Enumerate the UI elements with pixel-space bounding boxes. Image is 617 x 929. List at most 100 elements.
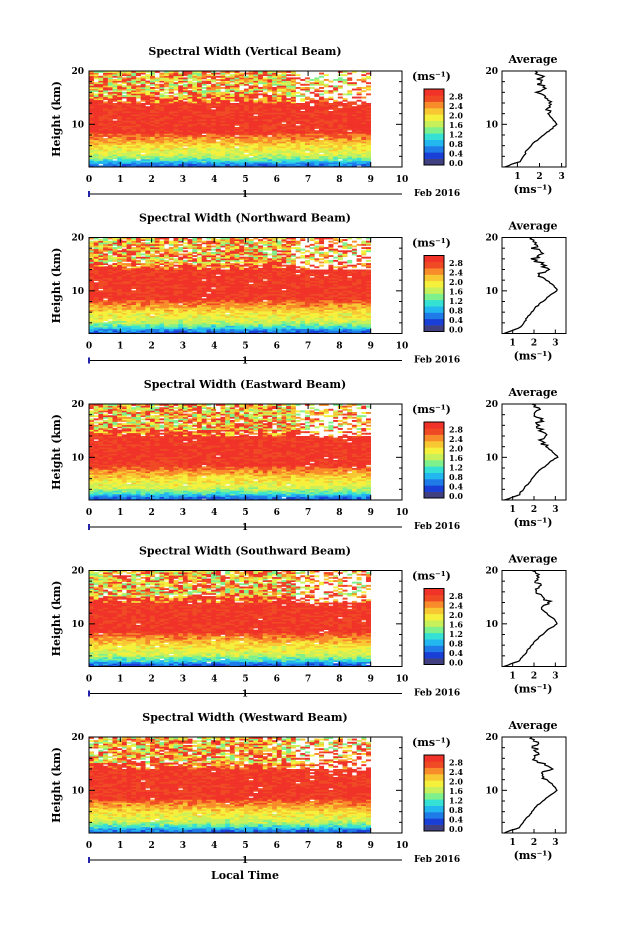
heatmap-cell xyxy=(281,107,287,110)
heatmap-cell xyxy=(98,125,104,128)
heatmap-cell xyxy=(150,317,156,320)
heatmap-cell xyxy=(107,144,113,147)
heatmap-cell xyxy=(173,74,179,77)
heatmap-cell xyxy=(150,120,156,123)
heatmap-cell xyxy=(121,320,127,323)
heatmap-cell xyxy=(154,135,160,137)
heatmap-cell xyxy=(323,138,329,141)
heatmap-cell xyxy=(356,162,362,165)
heatmap-cell xyxy=(145,91,151,94)
heatmap-cell xyxy=(258,128,264,131)
heatmap-cell xyxy=(225,128,231,131)
heatmap-cell xyxy=(239,98,245,101)
heatmap-cell xyxy=(93,125,99,128)
heatmap-cell xyxy=(243,159,249,161)
heatmap-cell xyxy=(220,146,226,149)
heatmap-cell xyxy=(103,141,109,144)
heatmap-cell xyxy=(103,325,109,328)
heatmap-cell xyxy=(140,315,146,318)
heatmap-cell xyxy=(333,330,339,333)
heatmap-cell xyxy=(211,152,217,155)
heatmap-cell xyxy=(173,107,179,110)
heatmap-cell xyxy=(215,149,221,152)
heatmap-cell xyxy=(103,143,109,145)
heatmap-cell xyxy=(93,117,99,120)
colorbar-swatch xyxy=(424,152,444,159)
heatmap-cell xyxy=(314,149,320,152)
heatmap-cell xyxy=(192,83,198,86)
heatmap-cell xyxy=(187,322,193,325)
heatmap-cell xyxy=(159,123,165,126)
heatmap-cell xyxy=(107,106,113,109)
heatmap-cell xyxy=(150,141,156,144)
heatmap-cell xyxy=(253,103,259,105)
heatmap-cell xyxy=(150,330,156,333)
heatmap-cell xyxy=(272,315,278,318)
heatmap-cell xyxy=(286,135,292,137)
heatmap-cell xyxy=(126,83,132,86)
heatmap-cell xyxy=(220,87,226,89)
heatmap-cell xyxy=(276,125,282,128)
heatmap-cell xyxy=(361,71,367,73)
heatmap-cell xyxy=(366,114,371,117)
heatmap-cell xyxy=(286,80,292,83)
heatmap-cell xyxy=(89,82,94,85)
heatmap-cell xyxy=(211,131,217,134)
heatmap-cell xyxy=(196,320,202,323)
heatmap-cell xyxy=(276,77,282,80)
heatmap-cell xyxy=(178,125,184,128)
heatmap-cell xyxy=(117,72,123,75)
heatmap-cell xyxy=(187,143,193,145)
heatmap-cell xyxy=(173,83,179,86)
heatmap-cell xyxy=(267,162,273,165)
heatmap-cell xyxy=(361,90,367,93)
heatmap-cell xyxy=(351,154,357,157)
heatmap-cell xyxy=(112,327,118,329)
heatmap-cell xyxy=(290,96,296,99)
colorbar-swatch xyxy=(424,127,444,134)
heatmap-cell xyxy=(304,98,310,101)
heatmap-cell xyxy=(145,328,151,331)
heatmap-cell xyxy=(150,155,156,158)
heatmap-cell xyxy=(361,154,367,157)
heatmap-cell xyxy=(300,123,306,126)
heatmap-cell xyxy=(117,146,123,149)
heatmap-cell xyxy=(164,101,170,104)
heatmap-cell xyxy=(342,93,348,96)
heatmap-cell xyxy=(145,325,151,328)
heatmap-cell xyxy=(168,83,174,86)
heatmap-cell xyxy=(164,322,170,325)
heatmap-cell xyxy=(253,135,259,137)
heatmap-cell xyxy=(333,85,339,88)
heatmap-cell xyxy=(98,155,104,158)
heatmap-cell xyxy=(131,115,137,118)
heatmap-cell xyxy=(98,165,104,168)
heatmap-cell xyxy=(309,135,315,137)
heatmap-cell xyxy=(159,125,165,128)
heatmap-cell xyxy=(253,72,259,75)
heatmap-cell xyxy=(135,85,141,88)
heatmap-cell xyxy=(342,330,348,333)
heatmap-cell xyxy=(351,101,357,104)
heatmap-cell xyxy=(131,91,137,94)
heatmap-cell xyxy=(178,130,184,133)
heatmap-cell xyxy=(103,139,109,142)
heatmap-cell xyxy=(286,115,292,118)
heatmap-cell xyxy=(314,88,320,91)
heatmap-cell xyxy=(192,127,198,129)
heatmap-cell xyxy=(258,143,264,145)
heatmap-cell xyxy=(225,154,231,157)
heatmap-cell xyxy=(145,101,151,104)
heatmap-cell xyxy=(173,327,179,329)
heatmap-cell xyxy=(356,131,362,134)
heatmap-cell xyxy=(225,123,231,126)
heatmap-cell xyxy=(192,107,198,110)
heatmap-cell xyxy=(89,117,94,120)
heatmap-cell xyxy=(103,109,109,112)
heatmap-cell xyxy=(314,120,320,123)
heatmap-cell xyxy=(126,165,132,168)
heatmap-cell xyxy=(140,112,146,115)
heatmap-cell xyxy=(103,163,109,166)
heatmap-cell xyxy=(201,144,207,147)
heatmap-cell xyxy=(234,95,240,97)
